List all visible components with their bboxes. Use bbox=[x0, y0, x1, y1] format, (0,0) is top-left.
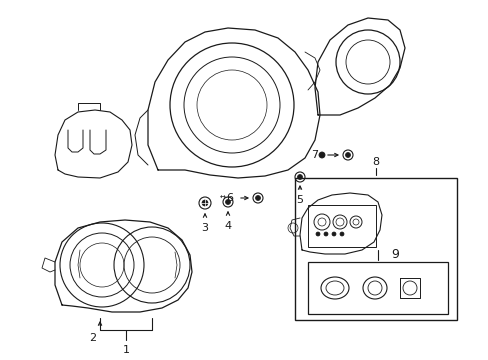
Circle shape bbox=[339, 232, 343, 236]
Text: 5: 5 bbox=[296, 195, 303, 205]
Text: 8: 8 bbox=[372, 157, 379, 167]
Text: 9: 9 bbox=[390, 248, 398, 261]
Circle shape bbox=[202, 200, 207, 206]
Circle shape bbox=[297, 175, 302, 180]
Text: 1: 1 bbox=[122, 345, 129, 355]
Text: 7: 7 bbox=[311, 150, 318, 160]
Text: ↔: ↔ bbox=[220, 195, 225, 201]
Circle shape bbox=[318, 152, 325, 158]
Bar bbox=[294, 178, 456, 320]
Text: 3: 3 bbox=[201, 223, 208, 233]
Text: 6: 6 bbox=[226, 193, 233, 203]
Circle shape bbox=[255, 195, 260, 201]
Circle shape bbox=[345, 153, 350, 158]
Circle shape bbox=[315, 232, 319, 236]
Circle shape bbox=[331, 232, 335, 236]
Circle shape bbox=[225, 199, 230, 204]
Circle shape bbox=[324, 232, 327, 236]
Bar bbox=[307, 205, 375, 247]
Bar bbox=[307, 262, 447, 314]
Text: 4: 4 bbox=[224, 221, 231, 231]
Text: 2: 2 bbox=[89, 333, 96, 343]
